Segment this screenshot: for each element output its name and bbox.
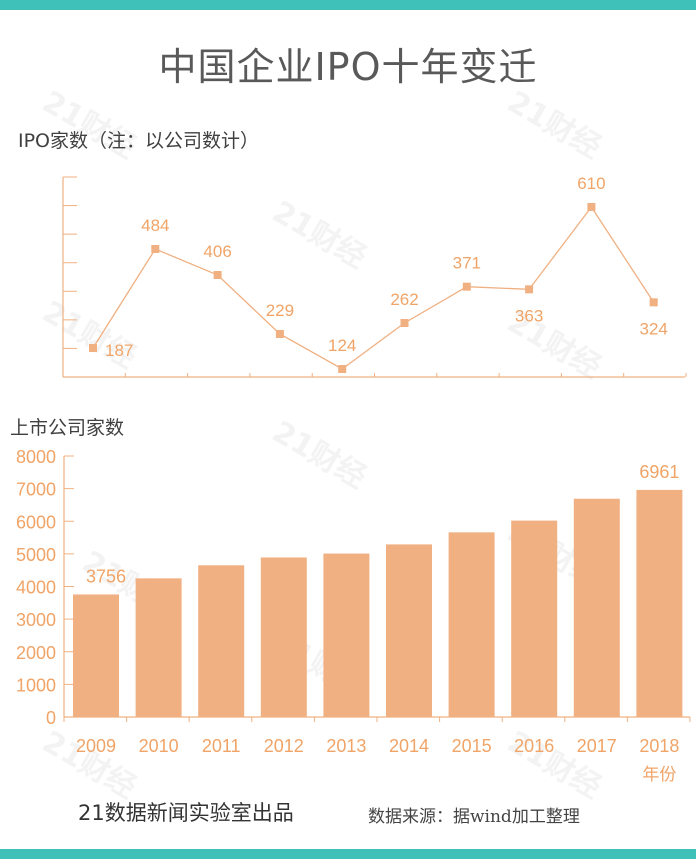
bar-y-tick-label: 6000 — [16, 512, 56, 532]
ipo-point — [525, 285, 534, 294]
ipo-point — [89, 344, 97, 352]
ipo-data-label: 262 — [390, 290, 418, 309]
listed-bar — [636, 489, 683, 717]
ipo-data-label: 406 — [203, 242, 231, 261]
bar-x-tick-label: 2012 — [264, 736, 304, 756]
listed-bar — [386, 544, 432, 717]
bar-y-tick-label: 0 — [46, 708, 56, 728]
ipo-chart-label: IPO家数（注：以公司数计） — [18, 130, 260, 152]
footer-credit: 21数据新闻实验室出品 — [78, 801, 294, 825]
bar-x-tick-label: 2013 — [326, 736, 366, 756]
bar-y-tick-label: 7000 — [16, 480, 56, 500]
ipo-line-chart: 187 484 406 229 124 262 371 363 610 324 — [62, 174, 687, 378]
ipo-point — [400, 319, 409, 327]
bar-y-tick-label: 1000 — [16, 675, 56, 695]
listed-bar — [511, 520, 558, 717]
ipo-data-label: 371 — [453, 254, 481, 273]
ipo-data-label: 229 — [266, 301, 294, 320]
ipo-point — [649, 298, 658, 307]
footer-source: 数据来源：据wind加工整理 — [368, 807, 580, 827]
ipo-data-label: 124 — [328, 336, 356, 355]
bar-x-tick-label: 2014 — [389, 736, 429, 756]
ipo-point — [275, 330, 284, 338]
bar-x-tick-label: 2009 — [76, 736, 116, 756]
listed-bar — [260, 557, 307, 717]
listed-bar — [573, 498, 620, 717]
top-band — [0, 0, 696, 10]
bar-x-tick-label: 2016 — [514, 736, 554, 756]
ipo-data-label: 363 — [515, 306, 543, 325]
page-title: 中国企业IPO十年变迁 — [158, 45, 538, 89]
bar-x-tick-label: 2015 — [452, 736, 492, 756]
listed-chart-label: 上市公司家数 — [10, 417, 125, 439]
bar-x-tick-label: 2011 — [202, 736, 241, 756]
ipo-point — [462, 282, 471, 291]
ipo-data-label: 324 — [640, 319, 668, 338]
listed-bar — [198, 565, 245, 717]
listed-bar — [73, 594, 119, 717]
listed-bar — [448, 532, 495, 717]
ipo-point — [587, 203, 596, 211]
ipo-point — [213, 271, 222, 279]
bar-y-tick-label: 8000 — [16, 447, 56, 467]
ipo-data-label: 484 — [141, 216, 169, 235]
bar-x-tick-label: 2017 — [577, 736, 617, 756]
listed-bar — [323, 553, 370, 717]
ipo-point — [338, 365, 347, 373]
ipo-point — [151, 245, 160, 253]
ipo-data-label: 610 — [577, 174, 605, 193]
bar-x-axis-title: 年份 — [642, 765, 676, 785]
bottom-band — [0, 849, 696, 859]
bar-y-tick-label: 2000 — [16, 643, 56, 663]
listed-bar — [135, 578, 182, 717]
ipo-data-label: 187 — [105, 341, 133, 360]
bar-x-tick-label: 2018 — [639, 736, 679, 756]
bar-x-tick-label: 2010 — [139, 736, 179, 756]
bar-y-tick-label: 3000 — [16, 610, 56, 630]
listed-data-label: 3756 — [86, 566, 126, 586]
bar-y-tick-label: 4000 — [16, 578, 56, 598]
bar-y-tick-label: 5000 — [16, 545, 56, 565]
ipo-series-line — [92, 205, 655, 370]
listed-data-label: 6961 — [639, 462, 679, 482]
